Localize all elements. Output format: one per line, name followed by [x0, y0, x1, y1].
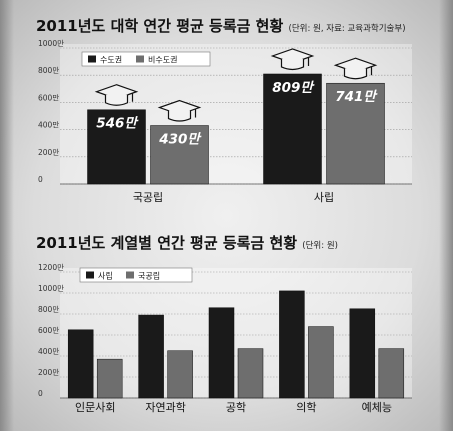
region-y-tick-label: 800만 [38, 66, 59, 75]
region-y-tick-label: 600만 [38, 93, 59, 102]
field-category-label: 예체능 [362, 401, 392, 414]
field-legend: 사립 국공립 [79, 267, 193, 283]
field-category-label: 인문사회 [75, 401, 115, 414]
chart-title-top: 2011년도 대학 연간 평균 등록금 현황 (단위: 원, 자료: 교육과학기… [36, 15, 406, 36]
graduation-cap-icon [94, 84, 139, 106]
field-bar [67, 329, 94, 399]
region-y-tick-label: 0 [38, 175, 43, 184]
field-y-tick-label: 800만 [38, 305, 59, 314]
field-legend-label: 국공립 [138, 272, 160, 281]
region-data-label: 741만 [335, 89, 378, 105]
field-legend-label: 사립 [98, 272, 113, 281]
region-legend-box [81, 51, 211, 67]
region-data-label: 809만 [272, 80, 315, 96]
region-category-label: 사립 [314, 191, 334, 204]
field-bar [279, 290, 305, 399]
field-legend-box [79, 267, 193, 283]
region-legend-label: 수도권 [100, 55, 122, 65]
region-y-tick-label: 400만 [38, 121, 59, 130]
region-data-label: 546만 [96, 116, 139, 132]
field-y-tick-label: 200만 [38, 368, 59, 377]
field-y-tick-label: 600만 [38, 326, 59, 335]
field-legend-swatch [126, 271, 134, 279]
field-bar [96, 358, 123, 399]
field-y-tick-label: 400만 [38, 347, 59, 356]
field-bar [138, 314, 164, 399]
field-y-tick-label: 1000만 [38, 284, 64, 293]
field-bar [237, 348, 264, 399]
region-cap-crown [343, 68, 368, 80]
region-cap-crown [280, 58, 305, 71]
field-legend-swatch [86, 271, 94, 279]
region-legend-swatch [136, 55, 144, 63]
region-data-label: 430만 [158, 132, 202, 148]
chart-unit-note-bottom: (단위: 원) [302, 241, 338, 251]
graduation-cap-icon [333, 57, 378, 80]
region-bar [150, 125, 209, 185]
region-bar [326, 82, 385, 185]
region-legend-label: 비수도권 [148, 55, 177, 65]
chart-title-bottom-text: 2011년도 계열별 연간 평균 등록금 현황 [36, 234, 298, 252]
region-category-label: 국공립 [133, 191, 163, 204]
region-cap-crown [104, 94, 129, 106]
region-y-tick-label: 200만 [38, 148, 59, 157]
chart-title-bottom: 2011년도 계열별 연간 평균 등록금 현황 (단위: 원) [36, 232, 338, 253]
field-category-label: 자연과학 [145, 401, 185, 414]
field-y-tick-label: 0 [38, 389, 43, 398]
left-edge-shade [0, 0, 14, 431]
chart-title-top-text: 2011년도 대학 연간 평균 등록금 현황 [36, 17, 284, 35]
chart-unit-note-top: (단위: 원, 자료: 교육과학기술부) [288, 24, 406, 34]
region-legend: 수도권 비수도권 [81, 51, 211, 67]
field-bar [208, 307, 235, 399]
field-y-tick-label: 1200만 [38, 263, 64, 272]
field-category-label: 공학 [226, 401, 246, 414]
region-legend-swatch [88, 55, 96, 63]
field-category-label: 의학 [296, 401, 316, 414]
field-bar [167, 350, 193, 399]
region-y-tick-label: 1000만 [38, 39, 64, 48]
field-bar [349, 308, 376, 399]
right-edge-shade [439, 0, 453, 431]
graduation-cap-icon [157, 99, 202, 122]
region-cap-crown [167, 110, 192, 122]
graduation-cap-icon [270, 48, 315, 71]
region-bar [263, 73, 322, 185]
field-bar [378, 348, 405, 399]
field-bar [308, 326, 334, 399]
region-bar [87, 109, 146, 185]
